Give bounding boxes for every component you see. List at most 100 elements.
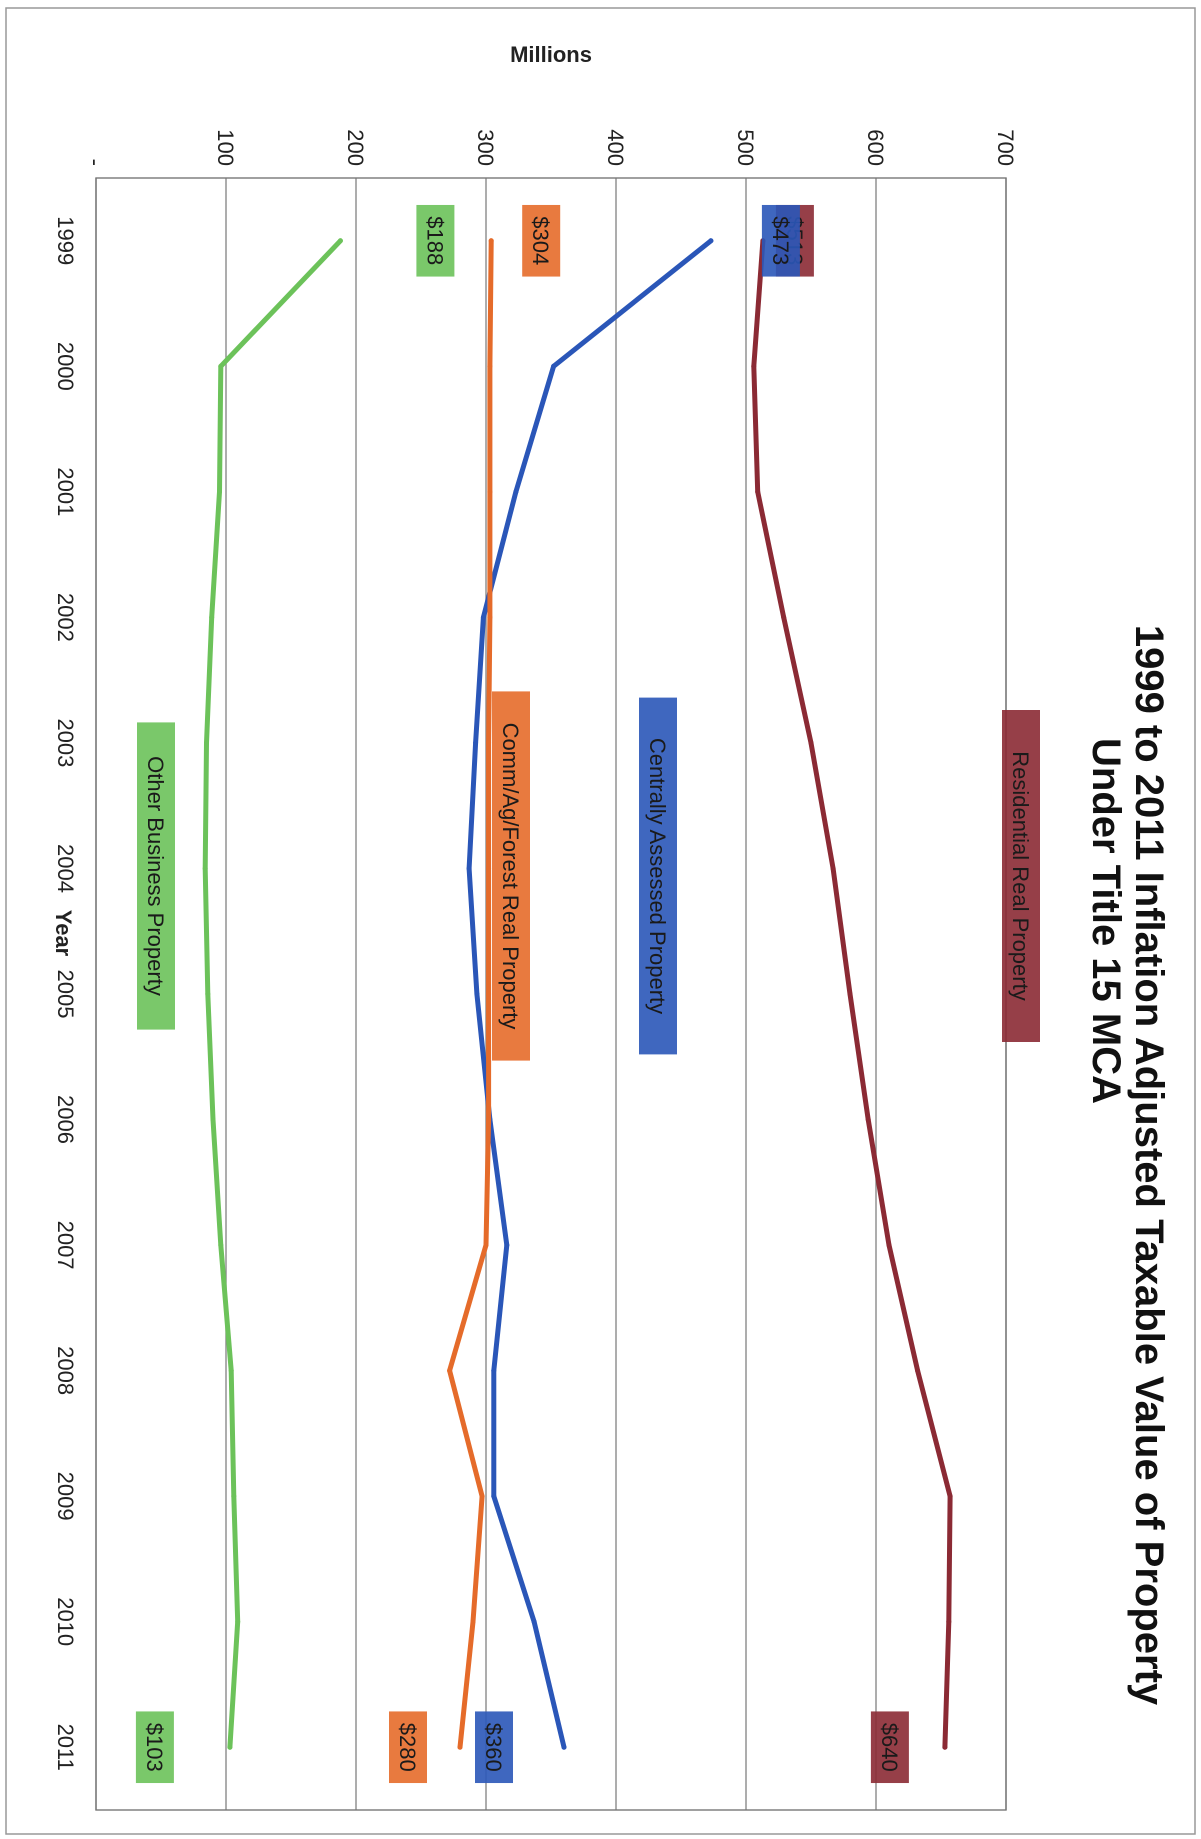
x-tick-label: 2000 <box>53 342 78 391</box>
data-point <box>830 865 836 871</box>
data-point <box>486 1117 492 1123</box>
y-tick-label: 100 <box>213 129 238 166</box>
data-label-box <box>870 1711 909 1784</box>
x-tick-label: 2006 <box>53 1095 78 1144</box>
data-point <box>531 1619 537 1625</box>
series-name-label: Centrally Assessed Property <box>639 697 677 1055</box>
chart-subtitle: Under Title 15 MCA <box>1084 738 1128 1104</box>
data-point <box>205 991 211 997</box>
data-point <box>488 238 494 244</box>
data-point <box>231 1493 237 1499</box>
x-tick-label: 2008 <box>53 1346 78 1395</box>
series-name-label-box <box>137 722 175 1030</box>
x-axis-title: Year <box>51 910 76 957</box>
x-tick-label: 2010 <box>53 1597 78 1646</box>
x-tick-label: 2007 <box>53 1221 78 1270</box>
series-name-label-text: Other Business Property <box>143 756 168 996</box>
x-tick-label: 2011 <box>53 1724 78 1771</box>
data-point <box>218 1242 224 1248</box>
data-label: $103 <box>135 1711 174 1784</box>
data-label-text: $304 <box>528 216 553 265</box>
data-point <box>491 1368 497 1374</box>
data-label: $188 <box>416 204 455 277</box>
data-label: $304 <box>522 204 561 277</box>
x-tick-label: 1999 <box>53 216 78 265</box>
plot-area: - 100 200 300 400 500 600 700 Millions 1999 2000 20… <box>53 42 1040 1811</box>
data-point <box>209 614 215 620</box>
data-point <box>504 1242 510 1248</box>
series-name-label: Comm/Ag/Forest Real Property <box>492 691 530 1061</box>
chart-frame <box>5 7 1196 1835</box>
data-point <box>808 740 814 746</box>
data-point <box>470 1619 476 1625</box>
series-name-label-text: Comm/Ag/Forest Real Property <box>498 723 523 1030</box>
data-label-text: $103 <box>142 1723 167 1772</box>
data-point <box>487 614 493 620</box>
y-tick-label: 300 <box>473 129 498 166</box>
x-tick-label: 2003 <box>53 718 78 767</box>
data-point <box>486 991 492 997</box>
y-tick-label: 400 <box>603 129 628 166</box>
data-point <box>865 1117 871 1123</box>
x-tick-label: 2002 <box>53 593 78 642</box>
data-point <box>473 740 479 746</box>
data-label-box <box>522 204 561 277</box>
data-point <box>486 865 492 871</box>
data-label: $280 <box>389 1711 427 1784</box>
data-point <box>886 1242 892 1248</box>
series-name-label-text: Centrally Assessed Property <box>645 738 670 1014</box>
y-tick-label: 500 <box>733 129 758 166</box>
data-label-text: $188 <box>422 216 447 265</box>
data-point <box>708 238 714 244</box>
data-point <box>210 1117 216 1123</box>
chart-title: 1999 to 2011 Inflation Adjusted Taxable … <box>1127 625 1171 1706</box>
series-name-label-box <box>639 697 677 1055</box>
data-point <box>755 489 761 495</box>
data-label-box <box>416 204 455 277</box>
data-point <box>466 865 472 871</box>
data-label: $360 <box>475 1711 513 1784</box>
data-point <box>457 1744 463 1750</box>
rotated-chart-group: 1999 to 2011 Inflation Adjusted Taxable … <box>51 42 1171 1811</box>
data-point <box>235 1619 241 1625</box>
x-tick-label: 2005 <box>53 970 78 1019</box>
data-point <box>513 489 519 495</box>
x-tick-label: 2001 <box>53 467 78 516</box>
data-point <box>751 363 757 369</box>
data-point <box>474 991 480 997</box>
data-point <box>228 1368 234 1374</box>
data-label-box <box>475 1711 513 1784</box>
data-point <box>204 740 209 746</box>
data-point <box>486 740 492 746</box>
data-label-text: $473 <box>768 216 793 265</box>
data-point <box>781 614 787 620</box>
data-label-box <box>135 1711 174 1784</box>
y-tick-label: - <box>83 159 108 166</box>
data-point <box>487 489 493 495</box>
data-point <box>561 1744 567 1750</box>
data-point <box>479 1493 485 1499</box>
data-point <box>218 363 224 369</box>
x-tick-label: 2009 <box>53 1472 78 1521</box>
data-point <box>217 489 222 495</box>
data-label-box <box>389 1711 427 1784</box>
data-point <box>947 1493 953 1499</box>
y-tick-label: 700 <box>993 129 1018 166</box>
series-name-label: Residential Real Property <box>1002 710 1040 1042</box>
y-axis-title: Millions <box>510 42 592 67</box>
data-point <box>227 1744 233 1750</box>
data-label-box <box>761 204 800 277</box>
series-name-label: Other Business Property <box>137 722 175 1030</box>
data-point <box>480 614 486 620</box>
series-name-label-text: Residential Real Property <box>1008 751 1033 1000</box>
data-point <box>942 1744 948 1750</box>
data-point <box>483 1242 489 1248</box>
data-label-text: $280 <box>395 1723 420 1772</box>
data-point <box>447 1368 453 1374</box>
y-tick-label: 200 <box>343 129 368 166</box>
data-point <box>337 238 343 244</box>
data-label-text: $360 <box>481 1723 506 1772</box>
series-name-label-box <box>492 691 530 1061</box>
